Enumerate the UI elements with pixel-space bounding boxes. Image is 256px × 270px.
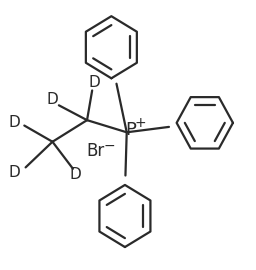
Text: −: − [104, 139, 115, 153]
Text: Br: Br [87, 142, 105, 160]
Text: +: + [134, 116, 146, 130]
Text: D: D [70, 167, 81, 183]
Text: D: D [9, 165, 21, 180]
Text: D: D [89, 75, 101, 90]
Text: P: P [125, 121, 136, 139]
Text: D: D [9, 115, 21, 130]
Text: D: D [47, 92, 58, 107]
